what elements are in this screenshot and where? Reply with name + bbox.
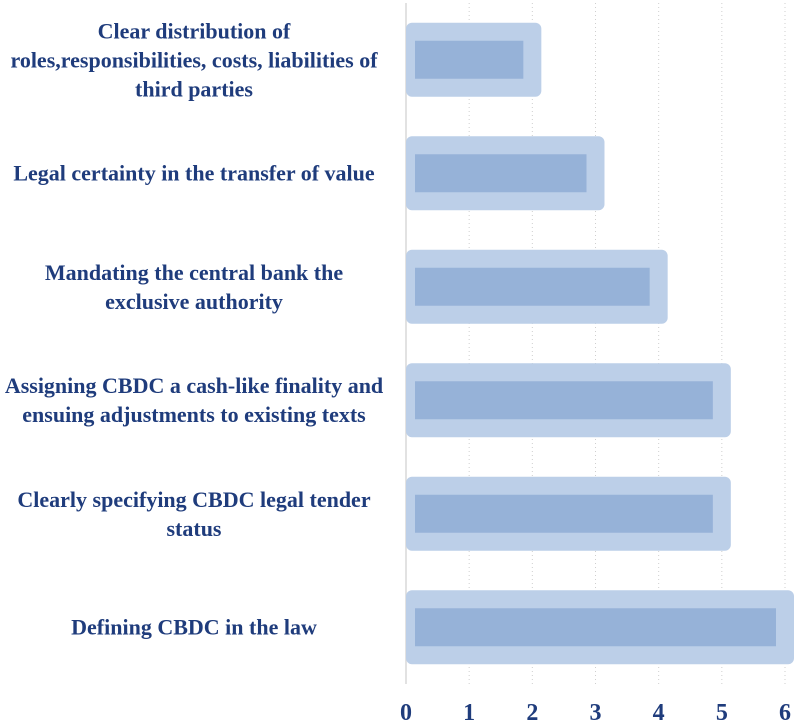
y-tick-label: Defining CBDC in the law [71,614,317,640]
y-tick-label: Clear distribution of roles,responsibili… [10,18,378,102]
x-tick-label: 6 [779,700,791,726]
bar [415,494,713,533]
x-tick-label: 4 [652,700,665,726]
x-tick-label: 1 [463,700,476,726]
bar [415,40,524,79]
y-tick-label: Legal certainty in the transfer of value [13,160,375,186]
y-tick-label: Mandating the central bank the exclusive… [44,259,344,314]
y-tick-label: Clearly specifying CBDC legal tender sta… [17,486,371,541]
x-tick-label: 3 [589,700,602,726]
bar [415,154,587,193]
x-tick-label: 2 [526,700,539,726]
bar [415,608,776,647]
bar [415,267,650,306]
x-tick-label: 5 [715,700,728,726]
bar [415,381,713,420]
x-tick-label: 0 [400,700,412,726]
y-tick-label: Assigning CBDC a cash-like finality and … [4,373,384,428]
